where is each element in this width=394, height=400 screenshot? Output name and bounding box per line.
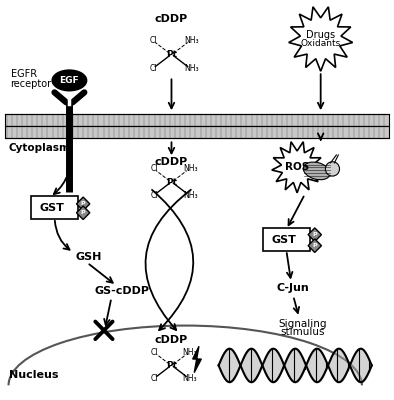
Text: ROS: ROS: [285, 162, 309, 172]
Text: Cytoplasm: Cytoplasm: [9, 143, 71, 153]
Text: NH₃: NH₃: [182, 374, 197, 383]
Polygon shape: [76, 206, 90, 220]
Text: Signaling: Signaling: [279, 318, 327, 328]
Text: cDDP: cDDP: [155, 335, 188, 345]
Text: EGFR: EGFR: [11, 70, 37, 80]
Polygon shape: [193, 346, 201, 372]
Text: receptor: receptor: [11, 80, 52, 90]
FancyBboxPatch shape: [31, 196, 78, 219]
Text: C-Jun: C-Jun: [277, 284, 310, 294]
Text: GS-cDDP: GS-cDDP: [95, 286, 150, 296]
Text: cDDP: cDDP: [155, 14, 188, 24]
Text: NH₃: NH₃: [183, 191, 197, 200]
Ellipse shape: [52, 70, 87, 91]
Text: Cl: Cl: [149, 36, 157, 45]
Polygon shape: [308, 228, 322, 242]
Text: Cl: Cl: [151, 191, 158, 200]
Text: GSH: GSH: [75, 252, 102, 262]
FancyBboxPatch shape: [262, 228, 310, 252]
Circle shape: [325, 162, 340, 176]
Text: Cl: Cl: [151, 374, 158, 383]
Text: NH₃: NH₃: [184, 64, 199, 73]
Text: P: P: [81, 201, 85, 206]
Text: Cl: Cl: [151, 348, 158, 357]
Text: Cl: Cl: [149, 64, 157, 73]
Text: cDDP: cDDP: [155, 157, 188, 167]
Polygon shape: [76, 197, 90, 211]
Bar: [5, 114, 389, 126]
Text: NH₃: NH₃: [183, 164, 197, 173]
Bar: [5, 126, 389, 138]
Text: Pt: Pt: [166, 50, 177, 59]
Text: Oxidants: Oxidants: [301, 39, 341, 48]
Text: stimulus: stimulus: [281, 326, 325, 336]
Polygon shape: [289, 7, 353, 71]
Text: GST: GST: [40, 202, 65, 212]
Text: NH₃: NH₃: [184, 36, 199, 45]
Text: Drugs: Drugs: [306, 30, 335, 40]
Text: P: P: [312, 243, 317, 248]
Text: P: P: [312, 232, 317, 237]
Text: P: P: [81, 210, 85, 215]
Polygon shape: [272, 142, 322, 193]
Text: Cl: Cl: [151, 164, 158, 173]
Text: EGF: EGF: [59, 76, 79, 85]
Text: Nucleus: Nucleus: [9, 370, 58, 380]
Text: NH₃: NH₃: [182, 348, 197, 357]
Text: Pt: Pt: [166, 178, 177, 186]
Ellipse shape: [303, 162, 330, 180]
Polygon shape: [308, 239, 322, 252]
Text: Pt: Pt: [166, 361, 177, 370]
Text: GST: GST: [271, 235, 297, 245]
